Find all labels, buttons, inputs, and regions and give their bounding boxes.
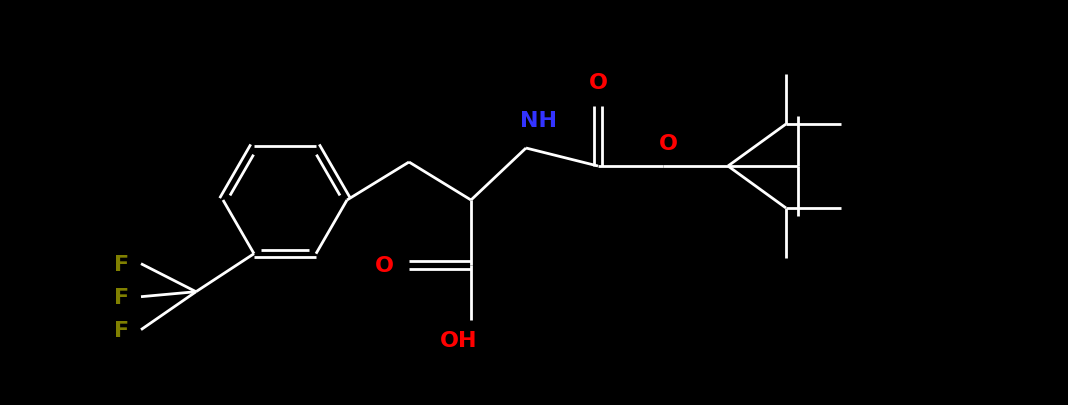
Text: O: O bbox=[588, 73, 608, 93]
Text: O: O bbox=[659, 134, 677, 153]
Text: OH: OH bbox=[440, 330, 477, 350]
Text: NH: NH bbox=[519, 111, 556, 131]
Text: F: F bbox=[114, 287, 129, 307]
Text: F: F bbox=[114, 254, 129, 274]
Text: O: O bbox=[375, 256, 394, 275]
Text: F: F bbox=[114, 320, 129, 340]
